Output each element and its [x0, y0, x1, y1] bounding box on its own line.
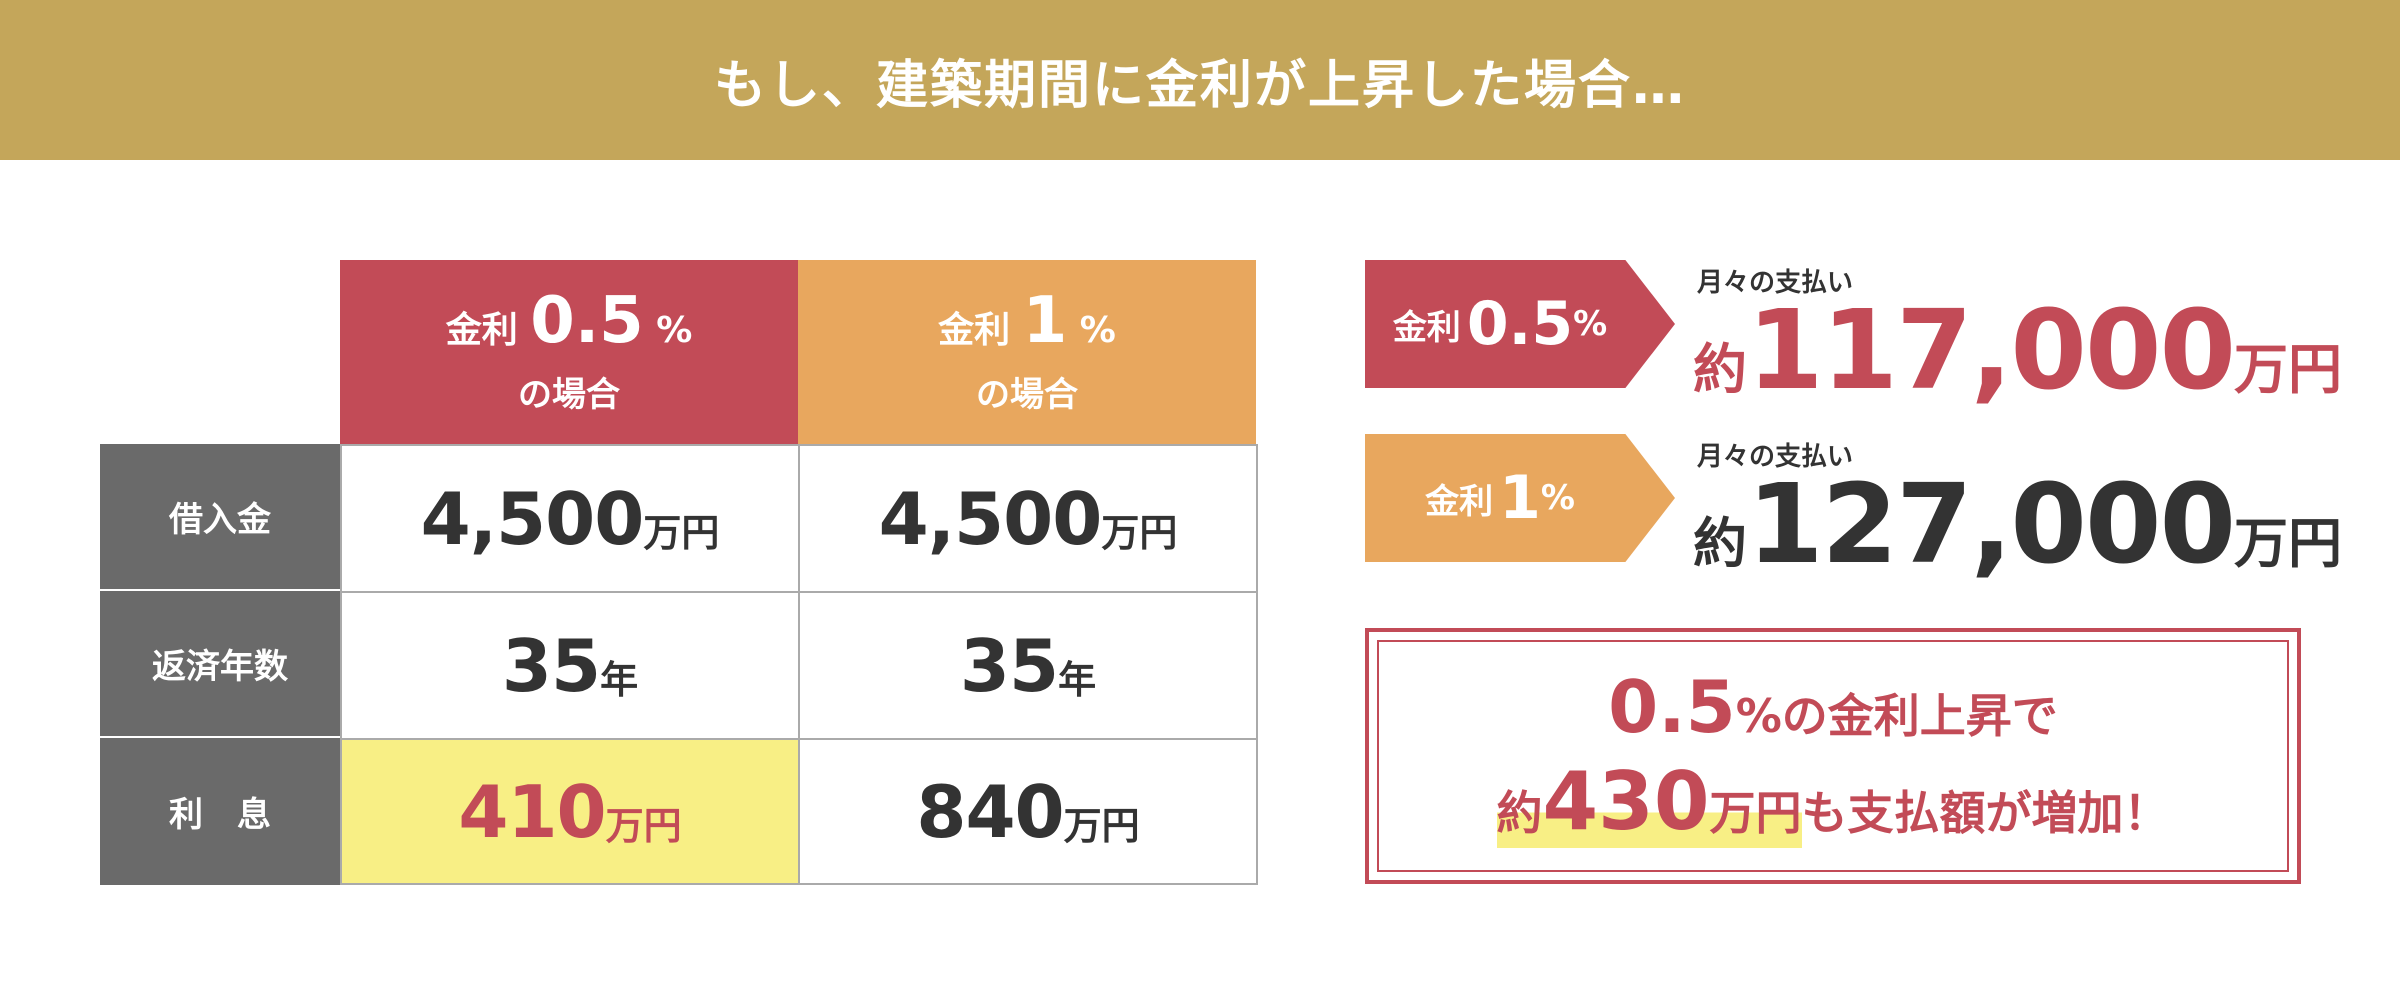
- summary-rate-text: %の金利上昇で: [1735, 688, 2058, 743]
- cell-unit: 万円: [1101, 511, 1178, 555]
- header-prefix: 金利: [938, 309, 1011, 351]
- cell-value: 840: [916, 769, 1064, 854]
- header-prefix: 金利: [445, 309, 518, 351]
- cell-unit: 年: [600, 658, 639, 702]
- cell-value: 35: [501, 623, 601, 708]
- header-case: の場合: [976, 374, 1078, 415]
- summary-highlight: 約430万円: [1496, 754, 1802, 848]
- header-rate: 0.5: [530, 283, 644, 358]
- cell-interest-1: 840 万円: [798, 738, 1258, 885]
- cell-interest-0-5: 410 万円: [340, 738, 800, 885]
- rate-tag-1: 金利 1 %: [1365, 434, 1675, 562]
- row-label-years: 返済年数: [100, 591, 340, 738]
- tag-pct: %: [1540, 478, 1575, 518]
- header-case: の場合: [518, 374, 620, 415]
- summary-unit: 万円: [1709, 785, 1802, 840]
- banner-title: もし、建築期間に金利が上昇した場合…: [713, 55, 1686, 116]
- cell-value: 4,500: [420, 476, 645, 561]
- cell-value: 4,500: [878, 476, 1103, 561]
- tag-pct: %: [1573, 304, 1608, 344]
- tag-rate: 1: [1499, 463, 1541, 533]
- cell-unit: 年: [1058, 658, 1097, 702]
- payment-prefix: 約: [1693, 338, 1747, 401]
- cell-years-1: 35 年: [798, 591, 1258, 740]
- cell-years-0-5: 35 年: [340, 591, 800, 740]
- payment-unit: 万円: [2234, 338, 2343, 401]
- rate-tag-0-5: 金利 0.5 %: [1365, 260, 1675, 388]
- summary-line-1: 0.5 %の金利上昇で: [1608, 665, 2058, 749]
- tag-rate: 0.5: [1466, 289, 1574, 359]
- summary-rest-text: も支払額が増加！: [1801, 785, 2170, 840]
- header-pct: %: [656, 309, 693, 351]
- monthly-payment-label: 月々の支払い: [1697, 268, 1854, 298]
- payment-prefix: 約: [1693, 512, 1747, 575]
- header-rate: 1: [1022, 283, 1068, 358]
- header-pct: %: [1079, 309, 1116, 351]
- column-header-rate-1: 金利 1 % の場合: [798, 260, 1256, 444]
- payment-amount: 127,000: [1747, 460, 2236, 588]
- tag-prefix: 金利: [1425, 481, 1494, 522]
- cell-unit: 万円: [643, 511, 720, 555]
- summary-rate: 0.5: [1608, 664, 1736, 749]
- column-header-rate-0-5: 金利 0.5 % の場合: [340, 260, 798, 444]
- cell-loan-0-5: 4,500 万円: [340, 444, 800, 593]
- payment-unit: 万円: [2234, 512, 2343, 575]
- row-label-loan: 借入金: [100, 444, 340, 591]
- cell-value: 35: [959, 623, 1059, 708]
- cell-unit: 万円: [1063, 804, 1140, 848]
- tag-prefix: 金利: [1392, 307, 1461, 348]
- summary-box: 0.5 %の金利上昇で 約430万円 も支払額が増加！: [1365, 628, 2301, 884]
- monthly-payment-0-5: 約 117,000 万円: [1693, 286, 2342, 414]
- payment-amount: 117,000: [1747, 286, 2236, 414]
- summary-increase-amount: 430: [1542, 754, 1710, 848]
- monthly-payment-label: 月々の支払い: [1697, 442, 1854, 472]
- summary-prefix: 約: [1496, 785, 1543, 840]
- summary-line-2: 約430万円 も支払額が増加！: [1496, 754, 2170, 848]
- monthly-payment-1: 約 127,000 万円: [1693, 460, 2342, 588]
- cell-unit: 万円: [605, 804, 682, 848]
- header-banner: もし、建築期間に金利が上昇した場合…: [0, 0, 2400, 160]
- row-label-interest: 利 息: [100, 738, 340, 885]
- summary-inner-frame: 0.5 %の金利上昇で 約430万円 も支払額が増加！: [1377, 640, 2289, 872]
- cell-loan-1: 4,500 万円: [798, 444, 1258, 593]
- cell-value: 410: [458, 769, 606, 854]
